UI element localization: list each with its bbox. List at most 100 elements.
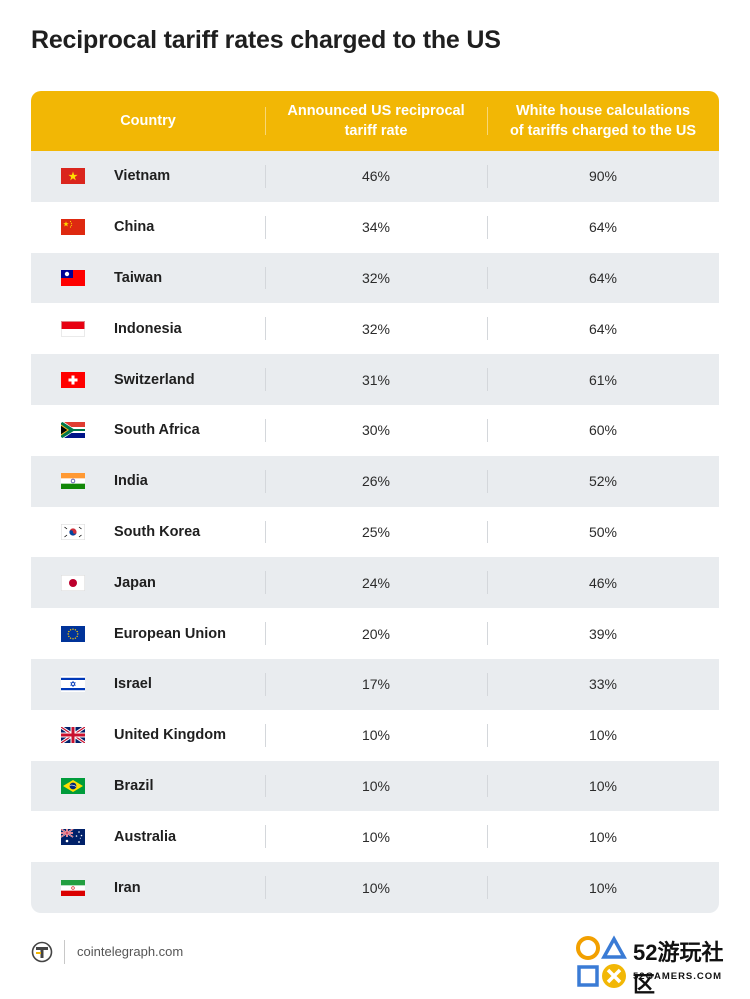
country-name: Indonesia [114,320,182,337]
country-cell: South Korea [31,507,265,558]
country-cell: European Union [31,608,265,659]
announced-rate-cell: 32% [265,303,487,354]
country-name: Australia [114,828,177,845]
announced-rate-cell: 31% [265,354,487,405]
taiwan-flag [61,269,85,286]
country-cell: Israel [31,659,265,710]
switzerland-flag [61,371,85,388]
table-row: Vietnam 46% 90% [31,151,719,202]
playstation-symbols-icon [576,935,627,988]
country-name: United Kingdom [114,727,226,744]
table-row: Switzerland 31% 61% [31,354,719,405]
header-country-label: Country [120,113,176,129]
table-body: Vietnam 46% 90% China 34% 64% Taiwan 32% 64% Indo… [31,151,719,913]
table-row: European Union 20% 39% [31,608,719,659]
table-row: Israel 17% 33% [31,658,719,710]
announced-rate-cell: 34% [265,202,487,253]
calculated-rate-cell: 64% [487,253,719,304]
australia-flag [61,828,85,845]
china-flag [61,219,85,236]
announced-rate-cell: 25% [265,507,487,558]
eu-flag [61,625,85,642]
country-cell: Vietnam [31,151,265,202]
calculated-rate-cell: 64% [487,303,719,354]
watermark-title: 52游玩社区 [633,940,724,997]
table-row: Indonesia 32% 64% [31,303,719,355]
table-row: Taiwan 32% 64% [31,252,719,304]
country-name: India [114,473,148,490]
country-cell: China [31,202,265,253]
calculated-rate-cell: 10% [487,811,719,862]
table-header: Country Announced US reciprocal tariff r… [31,91,719,151]
header-calculated-label: White house calculations of tariffs char… [509,103,697,139]
country-cell: Indonesia [31,303,265,354]
announced-rate-cell: 24% [265,557,487,608]
table-row: South Korea 25% 50% [31,506,719,558]
south-korea-flag [61,523,85,540]
table-row: Japan 24% 46% [31,557,719,609]
calculated-rate-cell: 10% [487,862,719,913]
country-name: Vietnam [114,168,171,185]
tariff-table: Country Announced US reciprocal tariff r… [31,91,719,913]
calculated-rate-cell: 60% [487,405,719,456]
calculated-rate-cell: 61% [487,354,719,405]
table-row: Australia 10% 10% [31,811,719,863]
calculated-rate-cell: 33% [487,659,719,710]
table-row: India 26% 52% [31,455,719,507]
calculated-rate-cell: 52% [487,456,719,507]
footer-divider [64,940,65,964]
country-cell: United Kingdom [31,710,265,761]
india-flag [61,473,85,490]
announced-rate-cell: 46% [265,151,487,202]
announced-rate-cell: 20% [265,608,487,659]
country-name: Iran [114,879,141,896]
announced-rate-cell: 17% [265,659,487,710]
country-cell: Iran [31,862,265,913]
table-row: South Africa 30% 60% [31,404,719,456]
announced-rate-cell: 10% [265,811,487,862]
footer-source: cointelegraph.com [77,944,184,959]
country-name: South Korea [114,523,201,540]
calculated-rate-cell: 90% [487,151,719,202]
page-title: Reciprocal tariff rates charged to the U… [31,26,501,54]
calculated-rate-cell: 46% [487,557,719,608]
country-cell: Taiwan [31,253,265,304]
watermark: 52游玩社区 52GAMERS.COM [573,933,745,997]
announced-rate-cell: 32% [265,253,487,304]
calculated-rate-cell: 10% [487,761,719,812]
south-africa-flag [61,422,85,439]
country-cell: India [31,456,265,507]
country-cell: South Africa [31,405,265,456]
country-name: Taiwan [114,269,163,286]
calculated-rate-cell: 10% [487,710,719,761]
country-name: Switzerland [114,371,195,388]
announced-rate-cell: 10% [265,710,487,761]
indonesia-flag [61,320,85,337]
calculated-rate-cell: 50% [487,507,719,558]
country-name: Japan [114,574,156,591]
table-row: Iran 10% 10% [31,862,719,913]
country-cell: Switzerland [31,354,265,405]
header-calculated-rate: White house calculations of tariffs char… [487,91,719,151]
japan-flag [61,574,85,591]
announced-rate-cell: 10% [265,862,487,913]
country-name: China [114,219,155,236]
country-name: European Union [114,625,226,642]
country-name: Israel [114,676,152,693]
brazil-flag [61,777,85,794]
country-cell: Australia [31,811,265,862]
announced-rate-cell: 30% [265,405,487,456]
table-row: China 34% 64% [31,201,719,253]
country-name: South Africa [114,422,200,439]
country-cell: Brazil [31,761,265,812]
israel-flag [61,676,85,693]
header-country: Country [31,91,265,151]
table-row: United Kingdom 10% 10% [31,709,719,761]
announced-rate-cell: 26% [265,456,487,507]
header-announced-label: Announced US reciprocal tariff rate [287,103,465,139]
watermark-url: 52GAMERS.COM [633,971,723,982]
calculated-rate-cell: 39% [487,608,719,659]
calculated-rate-cell: 64% [487,202,719,253]
cointelegraph-logo-icon [31,941,53,963]
header-announced-rate: Announced US reciprocal tariff rate [265,91,487,151]
